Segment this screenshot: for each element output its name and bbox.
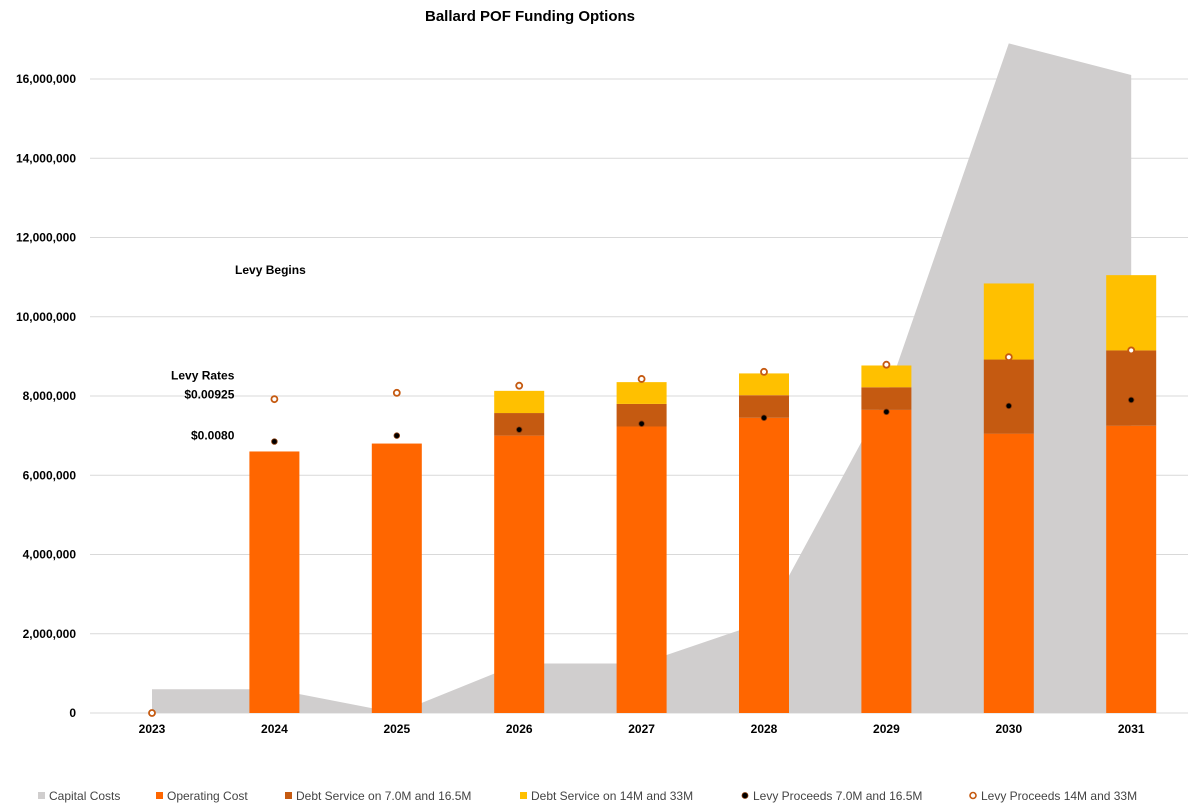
- chart-title: Ballard POF Funding Options: [425, 8, 635, 25]
- x-tick-label: 2031: [1118, 722, 1145, 736]
- annotation-2: $0.00925: [184, 387, 234, 401]
- levy-14m-33m-point-2024: [270, 395, 279, 404]
- x-tick-label: 2028: [751, 722, 778, 736]
- y-tick-label: 8,000,000: [23, 389, 77, 403]
- bar-operating-cost-2029: [861, 409, 912, 713]
- levy-7m-16-5m-point-2030: [1005, 402, 1012, 410]
- bar-debt-service-on-14m-and-33m-2031: [1106, 275, 1157, 351]
- bar-debt-service-on-14m-and-33m-2030: [983, 283, 1034, 360]
- levy-7m-16-5m-point-2026: [516, 426, 523, 433]
- bar-debt-service-on-14m-and-33m-2026: [494, 390, 545, 414]
- levy-14m-33m-point-2027: [637, 375, 646, 383]
- legend-marker-4: [741, 792, 749, 799]
- bar-debt-service-on-7-0m-and-16-5m-2028: [739, 395, 789, 418]
- levy-14m-33m-point-2028: [760, 367, 768, 376]
- bar-operating-cost-2028: [739, 417, 789, 713]
- levy-7m-16-5m-point-2027: [638, 420, 645, 427]
- bar-operating-cost-2031: [1106, 425, 1157, 713]
- levy-14m-33m-point-2023: [148, 709, 156, 717]
- levy-14m-33m-point-2031: [1127, 346, 1136, 355]
- legend-swatch-0: [38, 792, 45, 799]
- legend: Capital Costs Operating Cost Debt Service …: [38, 789, 1137, 803]
- levy-7m-16-5m-point-2025: [393, 432, 400, 439]
- bar-debt-service-on-7-0m-and-16-5m-2029: [861, 387, 912, 410]
- levy-proceeds-points: [148, 346, 1136, 717]
- y-axis: 0 2,000,000 4,000,000 6,000,000 8,000,000 10,…: [16, 72, 76, 720]
- bar-debt-service-on-14m-and-33m-2027: [616, 382, 667, 404]
- levy-7m-16-5m-point-2029: [883, 408, 890, 416]
- annotations: Levy Begins Levy Rates $0.00925 $0.0080: [171, 263, 306, 443]
- levy-7m-16-5m-point-2031: [1127, 396, 1135, 404]
- levy-14m-33m-point-2029: [882, 360, 891, 369]
- legend-label-1: Operating Cost: [167, 789, 248, 803]
- bar-operating-cost-2026: [494, 435, 545, 713]
- x-tick-label: 2025: [383, 722, 410, 736]
- y-tick-label: 12,000,000: [16, 231, 76, 245]
- levy-14m-33m-point-2026: [515, 381, 524, 390]
- annotation-1: Levy Rates: [171, 368, 235, 382]
- annotation-0: Levy Begins: [235, 263, 306, 277]
- bar-debt-service-on-7-0m-and-16-5m-2027: [616, 403, 667, 427]
- y-tick-label: 16,000,000: [16, 72, 76, 86]
- y-tick-label: 14,000,000: [16, 151, 76, 165]
- x-tick-label: 2029: [873, 722, 900, 736]
- legend-label-3: Debt Service on 14M and 33M: [531, 789, 693, 803]
- bar-operating-cost-2024: [249, 451, 300, 713]
- x-tick-label: 2026: [506, 722, 533, 736]
- x-tick-label: 2030: [995, 722, 1022, 736]
- bar-debt-service-on-7-0m-and-16-5m-2031: [1106, 350, 1157, 426]
- legend-label-5: Levy Proceeds 14M and 33M: [981, 789, 1137, 803]
- legend-swatch-2: [285, 792, 292, 799]
- bars: [249, 275, 1157, 713]
- levy-14m-33m-point-2030: [1004, 353, 1013, 362]
- levy-7m-16-5m-point-2028: [760, 414, 768, 421]
- levy-14m-33m-point-2025: [392, 388, 401, 397]
- legend-label-0: Capital Costs: [49, 789, 120, 803]
- x-axis: 2023 2024 2025 2026 2027 2028 2029 2030 2031: [139, 722, 1145, 736]
- legend-label-2: Debt Service on 7.0M and 16.5M: [296, 789, 471, 803]
- y-tick-label: 4,000,000: [23, 548, 77, 562]
- annotation-3: $0.0080: [191, 429, 235, 443]
- y-tick-label: 2,000,000: [23, 627, 77, 641]
- y-tick-label: 6,000,000: [23, 468, 77, 482]
- x-tick-label: 2027: [628, 722, 655, 736]
- bar-debt-service-on-7-0m-and-16-5m-2030: [983, 359, 1034, 434]
- bar-operating-cost-2027: [616, 426, 667, 713]
- legend-label-4: Levy Proceeds 7.0M and 16.5M: [753, 789, 922, 803]
- bar-debt-service-on-7-0m-and-16-5m-2026: [494, 413, 545, 436]
- levy-7m-16-5m-point-2024: [271, 438, 278, 445]
- x-tick-label: 2024: [261, 722, 288, 736]
- y-tick-label: 10,000,000: [16, 310, 76, 324]
- bar-debt-service-on-14m-and-33m-2029: [861, 365, 912, 388]
- x-tick-label: 2023: [139, 722, 166, 736]
- legend-swatch-3: [520, 792, 527, 799]
- bar-debt-service-on-14m-and-33m-2028: [739, 373, 789, 396]
- legend-swatch-1: [156, 792, 163, 799]
- y-tick-label: 0: [69, 706, 76, 720]
- legend-marker-5: [969, 791, 977, 800]
- bar-operating-cost-2025: [371, 443, 422, 713]
- bar-operating-cost-2030: [983, 433, 1034, 713]
